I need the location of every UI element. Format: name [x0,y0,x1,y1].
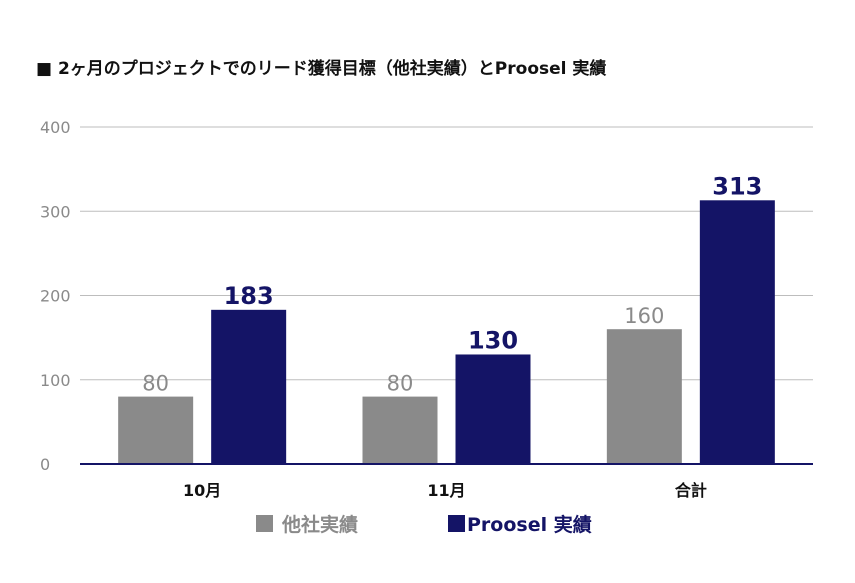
data-label: 160 [624,304,664,328]
bar-proosel [455,354,531,464]
y-tick-label: 100 [40,371,71,390]
y-tick-label: 400 [40,118,71,137]
y-tick-label: 200 [40,287,71,306]
data-label: 183 [224,282,274,310]
bar-other [118,396,194,464]
y-axis-ticks: 0 100 200 300 400 [40,118,71,474]
data-label: 80 [387,372,414,396]
bar-other [362,396,438,464]
chart-title: ■ 2ヶ月のプロジェクトでのリード獲得目標（他社実績）とProosel 実績 [36,58,606,79]
x-axis-ticks: 10月 11月 合計 [183,481,707,500]
data-labels: 80 183 80 130 160 313 [142,172,762,395]
legend-swatch-proosel [448,515,465,532]
bars [118,200,775,465]
x-tick-label: 11月 [427,481,465,500]
legend: 他社実績 Proosel 実績 [256,513,592,536]
legend-label-proosel: Proosel 実績 [467,513,592,536]
data-label: 130 [468,326,518,354]
bar-other [606,329,682,464]
legend-label-other: 他社実績 [281,513,358,536]
y-tick-label: 300 [40,202,71,221]
data-label: 80 [142,372,169,396]
bar-proosel [699,200,775,465]
y-tick-label: 0 [40,455,50,474]
x-tick-label: 合計 [675,481,707,500]
x-tick-label: 10月 [183,481,221,500]
gridlines [80,126,813,381]
bar-proosel [211,309,287,464]
legend-swatch-other [256,515,273,532]
data-label: 313 [712,172,762,200]
